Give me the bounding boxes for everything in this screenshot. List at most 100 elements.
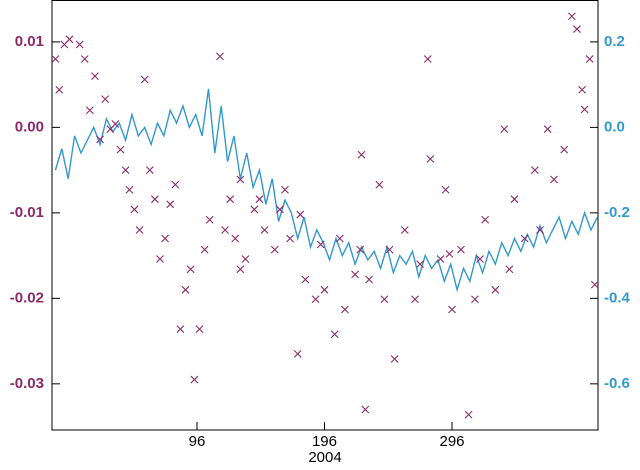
scatter-point (116, 145, 125, 154)
scatter-point (85, 106, 94, 115)
scatter-point (255, 195, 264, 204)
scatter-point (176, 325, 185, 334)
scatter-point (457, 245, 465, 254)
scatter-point (341, 305, 349, 314)
scatter-point (448, 305, 456, 314)
scatter-point (65, 35, 74, 44)
scatter-point (423, 55, 432, 63)
scatter-point (80, 55, 89, 63)
data-line (54, 88, 598, 293)
scatter-point (464, 410, 473, 419)
scatter-point (241, 255, 250, 263)
scatter-point (75, 40, 84, 49)
scatter-point (151, 195, 159, 204)
scatter-point (270, 245, 279, 254)
scatter-point (436, 255, 445, 263)
y-tick-label: 0.00 (15, 118, 44, 135)
scatter-point (195, 325, 204, 334)
scatter-point (311, 295, 320, 304)
x-tick-label: 96 (189, 433, 206, 450)
scatter-point (186, 265, 195, 274)
scatter-point (385, 245, 394, 254)
scatter-point (221, 226, 229, 234)
scatter-point (380, 295, 389, 304)
scatter-point (505, 265, 514, 274)
y-tick-label: -0.02 (10, 289, 44, 306)
scatter-point (590, 280, 599, 289)
scatter-point (296, 210, 305, 219)
scatter-point (390, 355, 399, 363)
scatter-point (580, 105, 589, 114)
scatter-point (130, 205, 139, 214)
scatter-point (231, 234, 240, 243)
scatter-point (320, 285, 329, 294)
scatter-point (426, 155, 435, 163)
scatter-point (236, 175, 245, 184)
y-tick-label: -0.4 (604, 289, 631, 306)
y-tick-label: -0.2 (604, 204, 630, 221)
y-tick-label: -0.03 (10, 375, 44, 392)
scatter-point (491, 285, 500, 294)
scatter-point (293, 350, 302, 358)
scatter-point (275, 205, 284, 214)
scatter-point (190, 375, 199, 384)
x-tick-label: 296 (439, 433, 464, 450)
scatter-point (171, 180, 180, 189)
scatter-point (200, 245, 209, 254)
scatter-point (445, 250, 454, 258)
scatter-point (560, 145, 569, 154)
scatter-point (216, 52, 224, 61)
scatter-point (550, 175, 558, 184)
scatter-point (286, 234, 294, 243)
scatter-point (55, 85, 64, 94)
scatter-point (145, 166, 154, 175)
scatter-point (205, 215, 214, 224)
scatter-point (156, 255, 164, 263)
scatter-point (416, 260, 425, 269)
scatter-point (161, 234, 169, 243)
scatter-point (330, 330, 339, 339)
scatter-point (101, 95, 110, 104)
scatter-point (96, 135, 104, 144)
scatter-point (573, 25, 581, 33)
scatter-point (301, 275, 310, 284)
scatter-point (226, 195, 235, 204)
scatter-point (121, 166, 130, 175)
scatter-point (400, 226, 409, 234)
scatter-point (411, 295, 419, 304)
x-tick-label: 196 (312, 433, 337, 450)
scatter-point (476, 255, 484, 263)
scatter-point (375, 180, 384, 189)
scatter-point (316, 240, 325, 249)
scatter-point (481, 215, 490, 224)
scatter-point (111, 120, 120, 128)
scatter-point (500, 125, 509, 133)
scatter-point (166, 200, 175, 209)
scatter-point (441, 185, 450, 194)
scatter-point (125, 185, 134, 194)
scatter-point (471, 295, 479, 304)
scatter-point (578, 85, 586, 94)
scatter-point (135, 226, 144, 234)
x-axis-label: 2004 (308, 449, 341, 466)
scatter-point (536, 226, 544, 234)
scatter-point (361, 405, 370, 414)
scatter-point (250, 205, 259, 214)
scatter-point (351, 270, 359, 279)
scatter-point (356, 245, 365, 254)
scatter-point (567, 12, 576, 21)
plot-frame (51, 0, 599, 431)
scatter-point (260, 226, 269, 234)
scatter-point (357, 150, 366, 159)
y-tick-label: -0.01 (10, 204, 44, 221)
scatter-point (543, 125, 552, 133)
scatter-point (51, 55, 60, 63)
scatter-point (335, 234, 344, 243)
scatter-point (140, 75, 149, 84)
scatter-point (236, 265, 245, 274)
scatter-point (281, 185, 289, 194)
scatter-point (510, 195, 519, 204)
scatter-point (181, 285, 190, 294)
